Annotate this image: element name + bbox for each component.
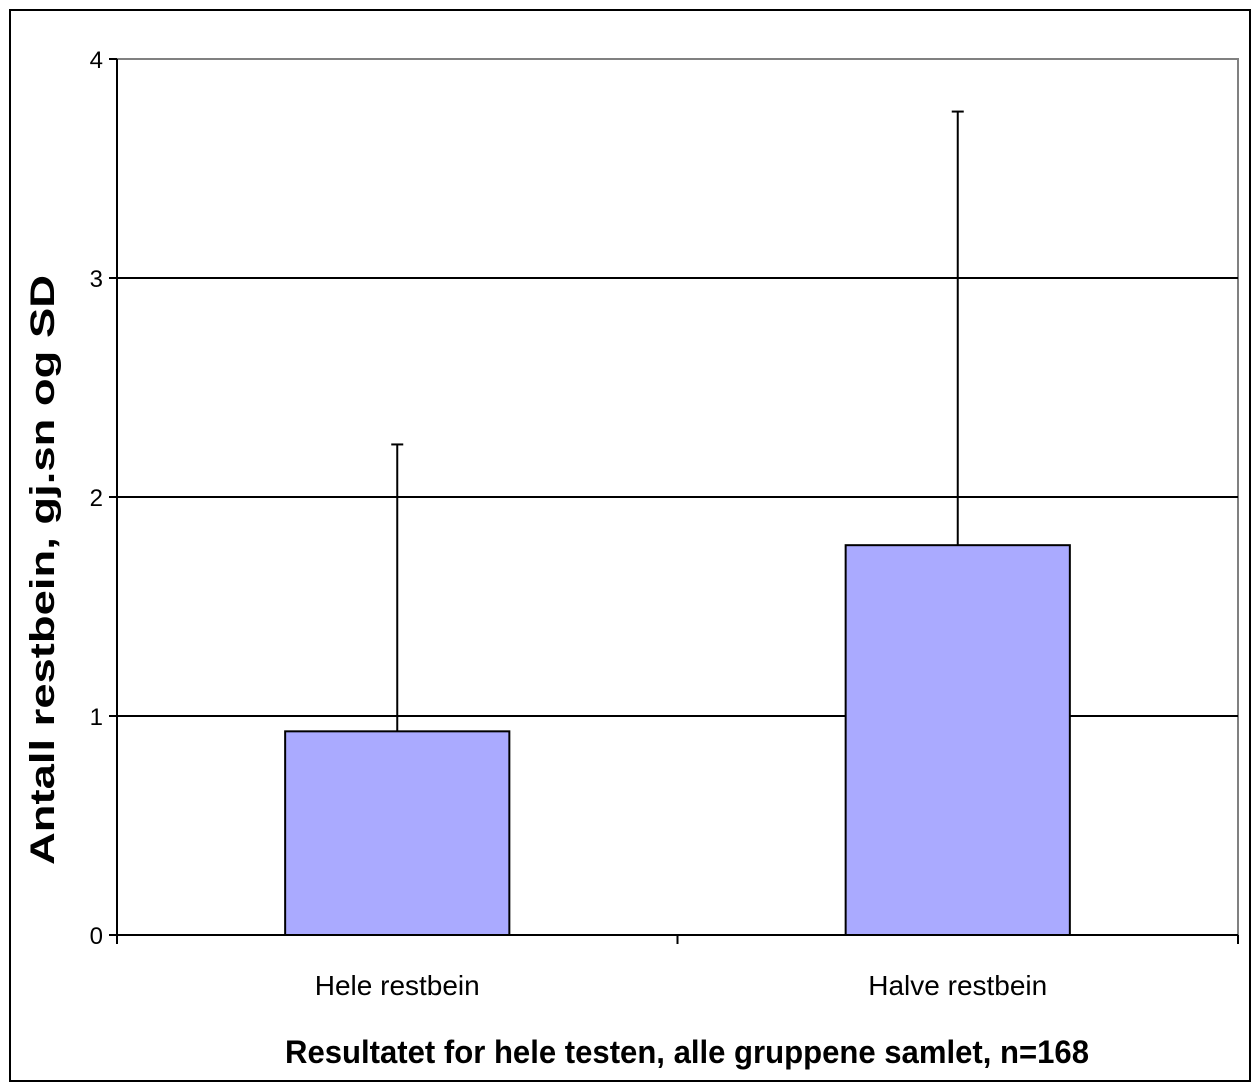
x-axis-label: Resultatet for hele testen, alle gruppen… bbox=[285, 1034, 1089, 1070]
y-tick-label: 2 bbox=[90, 485, 103, 512]
bars bbox=[284, 544, 1071, 937]
category-label: Halve restbein bbox=[868, 970, 1047, 1001]
axes bbox=[109, 58, 1239, 944]
y-tick-label: 4 bbox=[90, 47, 103, 74]
y-tick-label: 0 bbox=[90, 923, 103, 950]
y-tick-label: 1 bbox=[90, 704, 103, 731]
bar-1 bbox=[844, 544, 1071, 936]
bar-0 bbox=[284, 730, 511, 937]
y-axis-label: Antall restbein, gj.sn og SD bbox=[24, 275, 62, 865]
error-bars bbox=[391, 110, 964, 732]
tick-labels: 0 1 2 3 4 Hele restbein Halve restbein bbox=[90, 47, 1048, 1001]
category-label: Hele restbein bbox=[315, 970, 480, 1001]
y-tick-label: 3 bbox=[90, 266, 103, 293]
